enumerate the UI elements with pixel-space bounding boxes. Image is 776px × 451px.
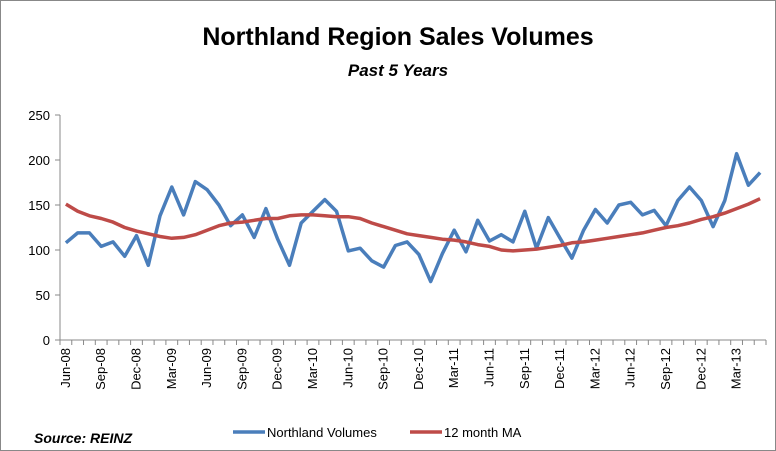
chart-title: Northland Region Sales Volumes (202, 23, 593, 51)
y-tick-label: 50 (36, 288, 50, 303)
x-tick-label: Jun-09 (199, 348, 214, 388)
y-tick-label: 250 (28, 108, 50, 123)
y-tick-label: 100 (28, 243, 50, 258)
series-line (64, 197, 761, 253)
x-tick-label: Sep-11 (517, 348, 532, 389)
y-tick-label: 150 (28, 198, 50, 213)
series-line (64, 151, 762, 284)
x-tick-label: Jun-12 (623, 348, 638, 388)
x-tick-label: Mar-09 (164, 348, 179, 389)
y-tick-label: 0 (43, 333, 50, 348)
x-tick-label: Dec-08 (128, 348, 143, 390)
chart-subtitle: Past 5 Years (348, 61, 448, 80)
legend-label: Northland Volumes (267, 425, 377, 440)
x-tick-label: Dec-11 (552, 348, 567, 389)
x-tick-label: Jun-11 (481, 348, 496, 387)
x-tick-label: Dec-09 (270, 348, 285, 390)
x-tick-label: Jun-10 (340, 348, 355, 388)
x-tick-label: Mar-10 (305, 348, 320, 389)
x-tick-label: Sep-09 (234, 348, 249, 390)
x-tick-label: Mar-13 (729, 348, 744, 389)
x-tick-label: Sep-12 (658, 348, 673, 390)
y-tick-label: 200 (28, 153, 50, 168)
x-tick-label: Sep-08 (93, 348, 108, 390)
x-tick-label: Sep-10 (376, 348, 391, 390)
x-tick-label: Jun-08 (58, 348, 73, 388)
x-tick-label: Mar-11 (446, 348, 461, 388)
x-tick-label: Mar-12 (587, 348, 602, 389)
legend-label: 12 month MA (444, 425, 522, 440)
x-tick-label: Dec-10 (411, 348, 426, 390)
x-tick-label: Dec-12 (693, 348, 708, 390)
source-note: Source: REINZ (34, 430, 132, 446)
